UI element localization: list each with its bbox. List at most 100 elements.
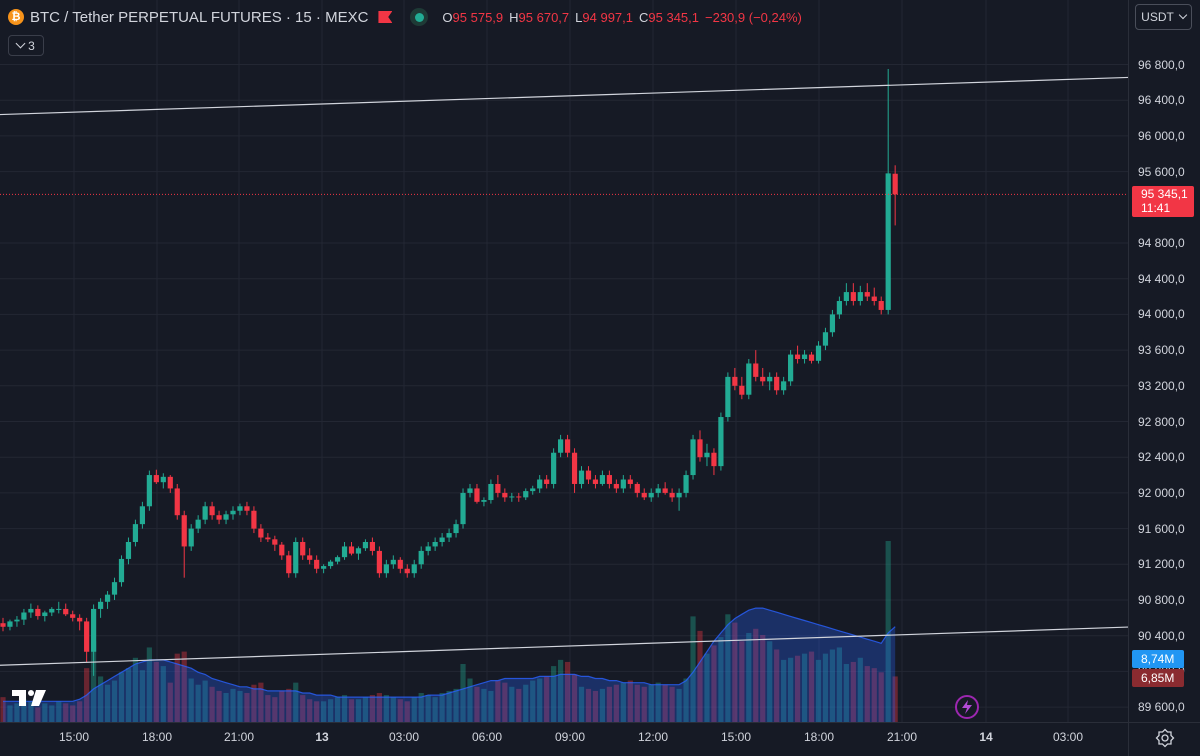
volume-ma-area <box>3 608 896 722</box>
volume-bar <box>118 672 125 722</box>
candle-body <box>56 608 62 610</box>
volume-bar <box>230 688 236 722</box>
volume-bar <box>878 672 884 722</box>
candle-body <box>836 301 842 315</box>
volume-bar <box>91 641 97 722</box>
indicators-toggle-button[interactable]: 3 <box>8 35 44 56</box>
flag-icon[interactable] <box>378 11 393 23</box>
volume-bar <box>146 647 152 722</box>
candle-body <box>892 173 898 195</box>
volume-bar <box>495 680 501 722</box>
candle-body <box>355 548 362 554</box>
volume-bar <box>49 705 55 722</box>
price-axis-label: 91 200,0 <box>1138 557 1185 572</box>
lightning-icon[interactable] <box>955 695 979 719</box>
volume-bar <box>425 695 431 722</box>
volume-bar <box>14 703 20 722</box>
volume-bar <box>111 680 118 722</box>
time-axis-label: 03:00 <box>388 730 420 744</box>
volume-bar <box>634 684 640 722</box>
candle-body <box>599 475 606 484</box>
candle-body <box>209 506 215 516</box>
candle-body <box>551 452 557 484</box>
tradingview-logo-icon[interactable] <box>12 688 48 708</box>
volume-bar <box>606 686 612 722</box>
candle-body <box>815 345 822 361</box>
price-axis-label: 92 800,0 <box>1138 414 1185 429</box>
candle-body <box>348 546 355 554</box>
market-status-icon[interactable] <box>410 8 429 26</box>
volume-bar <box>781 659 787 722</box>
candle-body <box>286 555 292 574</box>
price-axis-label: 94 000,0 <box>1138 307 1185 322</box>
candle-body <box>669 492 675 498</box>
candle-body <box>760 376 766 382</box>
candle-body <box>878 301 884 310</box>
candle-body <box>237 506 243 511</box>
volume-bar <box>683 678 689 722</box>
price-axis-label: 96 800,0 <box>1138 57 1185 72</box>
candle-body <box>829 314 836 333</box>
candle-body <box>432 541 438 547</box>
candle-body <box>564 439 571 453</box>
candle-body <box>369 541 376 551</box>
currency-button[interactable]: USDT <box>1135 4 1192 30</box>
volume-bar <box>195 684 201 722</box>
price-axis-label: 94 800,0 <box>1138 236 1185 250</box>
candle-body <box>314 559 320 569</box>
volume-bar <box>662 684 668 722</box>
volume-bar <box>293 682 299 722</box>
symbol-title[interactable]: BTC / Tether PERPETUAL FUTURES · 15 · ME… <box>30 8 369 26</box>
chart-legend: ₿ BTC / Tether PERPETUAL FUTURES · 15 · … <box>8 6 802 28</box>
candle-body <box>97 601 104 609</box>
candle-body <box>411 564 417 574</box>
volume-bar <box>411 697 417 722</box>
price-axis-label: 91 600,0 <box>1138 521 1185 536</box>
volume-bar <box>697 630 703 722</box>
volume-bar <box>125 668 132 722</box>
volume-bar <box>558 659 564 722</box>
candle-body <box>132 524 139 542</box>
candle-body <box>857 292 863 302</box>
candle-body <box>767 376 773 382</box>
candle-body <box>390 559 396 565</box>
candle-body <box>648 492 654 498</box>
ohlc-values: O95 575,9 H95 670,7 L94 997,1 C95 345,1 … <box>442 10 801 25</box>
candle-body <box>376 550 382 574</box>
volume-bar <box>174 653 180 722</box>
candle-body <box>146 475 152 507</box>
volume-bar <box>369 695 376 722</box>
candle-body <box>70 614 76 618</box>
candle-body <box>537 479 543 489</box>
volume-bar <box>70 705 76 722</box>
candle-body <box>871 296 877 302</box>
candle-body <box>195 519 201 529</box>
volume-bar <box>390 697 396 722</box>
volume-bar <box>104 684 111 722</box>
candle-body <box>167 476 173 489</box>
volume-bar <box>265 695 271 722</box>
volume-bar <box>509 686 515 722</box>
gear-icon[interactable] <box>1155 728 1175 748</box>
candle-body <box>530 488 536 492</box>
volume-bar <box>160 666 166 722</box>
candle-body <box>502 492 508 498</box>
candle-body <box>188 528 194 547</box>
volume-bar <box>272 697 278 722</box>
candle-body <box>28 608 34 613</box>
volume-bar <box>801 653 808 722</box>
candle-body <box>732 376 738 386</box>
volume-bar <box>599 688 606 722</box>
candle-body <box>216 515 222 520</box>
candle-body <box>704 452 710 458</box>
candle-body <box>523 491 529 498</box>
chevron-down-icon <box>1178 10 1188 20</box>
volume-bar <box>28 701 34 722</box>
high-value: H95 670,7 <box>509 9 570 25</box>
volume-bar <box>216 690 222 722</box>
volume-bar <box>321 701 327 722</box>
candle-body <box>843 292 849 302</box>
volume-bar <box>418 693 424 722</box>
candle-body <box>739 385 745 395</box>
